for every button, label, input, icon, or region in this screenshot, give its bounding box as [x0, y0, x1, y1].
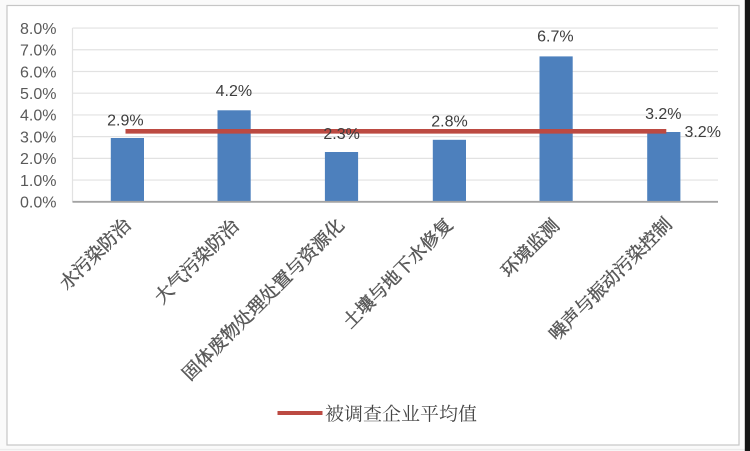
svg-text:8.0%: 8.0% — [20, 21, 56, 38]
svg-text:2.3%: 2.3% — [323, 126, 359, 143]
svg-text:4.0%: 4.0% — [20, 108, 56, 125]
svg-text:2.0%: 2.0% — [20, 151, 56, 168]
svg-text:3.2%: 3.2% — [645, 106, 681, 123]
svg-text:3.0%: 3.0% — [20, 129, 56, 146]
svg-text:6.0%: 6.0% — [20, 64, 56, 81]
svg-text:5.0%: 5.0% — [20, 86, 56, 103]
svg-text:3.2%: 3.2% — [684, 124, 720, 141]
svg-text:0.0%: 0.0% — [20, 195, 56, 212]
svg-text:4.2%: 4.2% — [216, 83, 252, 100]
svg-text:2.9%: 2.9% — [107, 112, 143, 129]
svg-text:7.0%: 7.0% — [20, 43, 56, 60]
svg-text:1.0%: 1.0% — [20, 173, 56, 190]
svg-text:2.8%: 2.8% — [431, 114, 467, 131]
svg-text:6.7%: 6.7% — [537, 29, 573, 46]
